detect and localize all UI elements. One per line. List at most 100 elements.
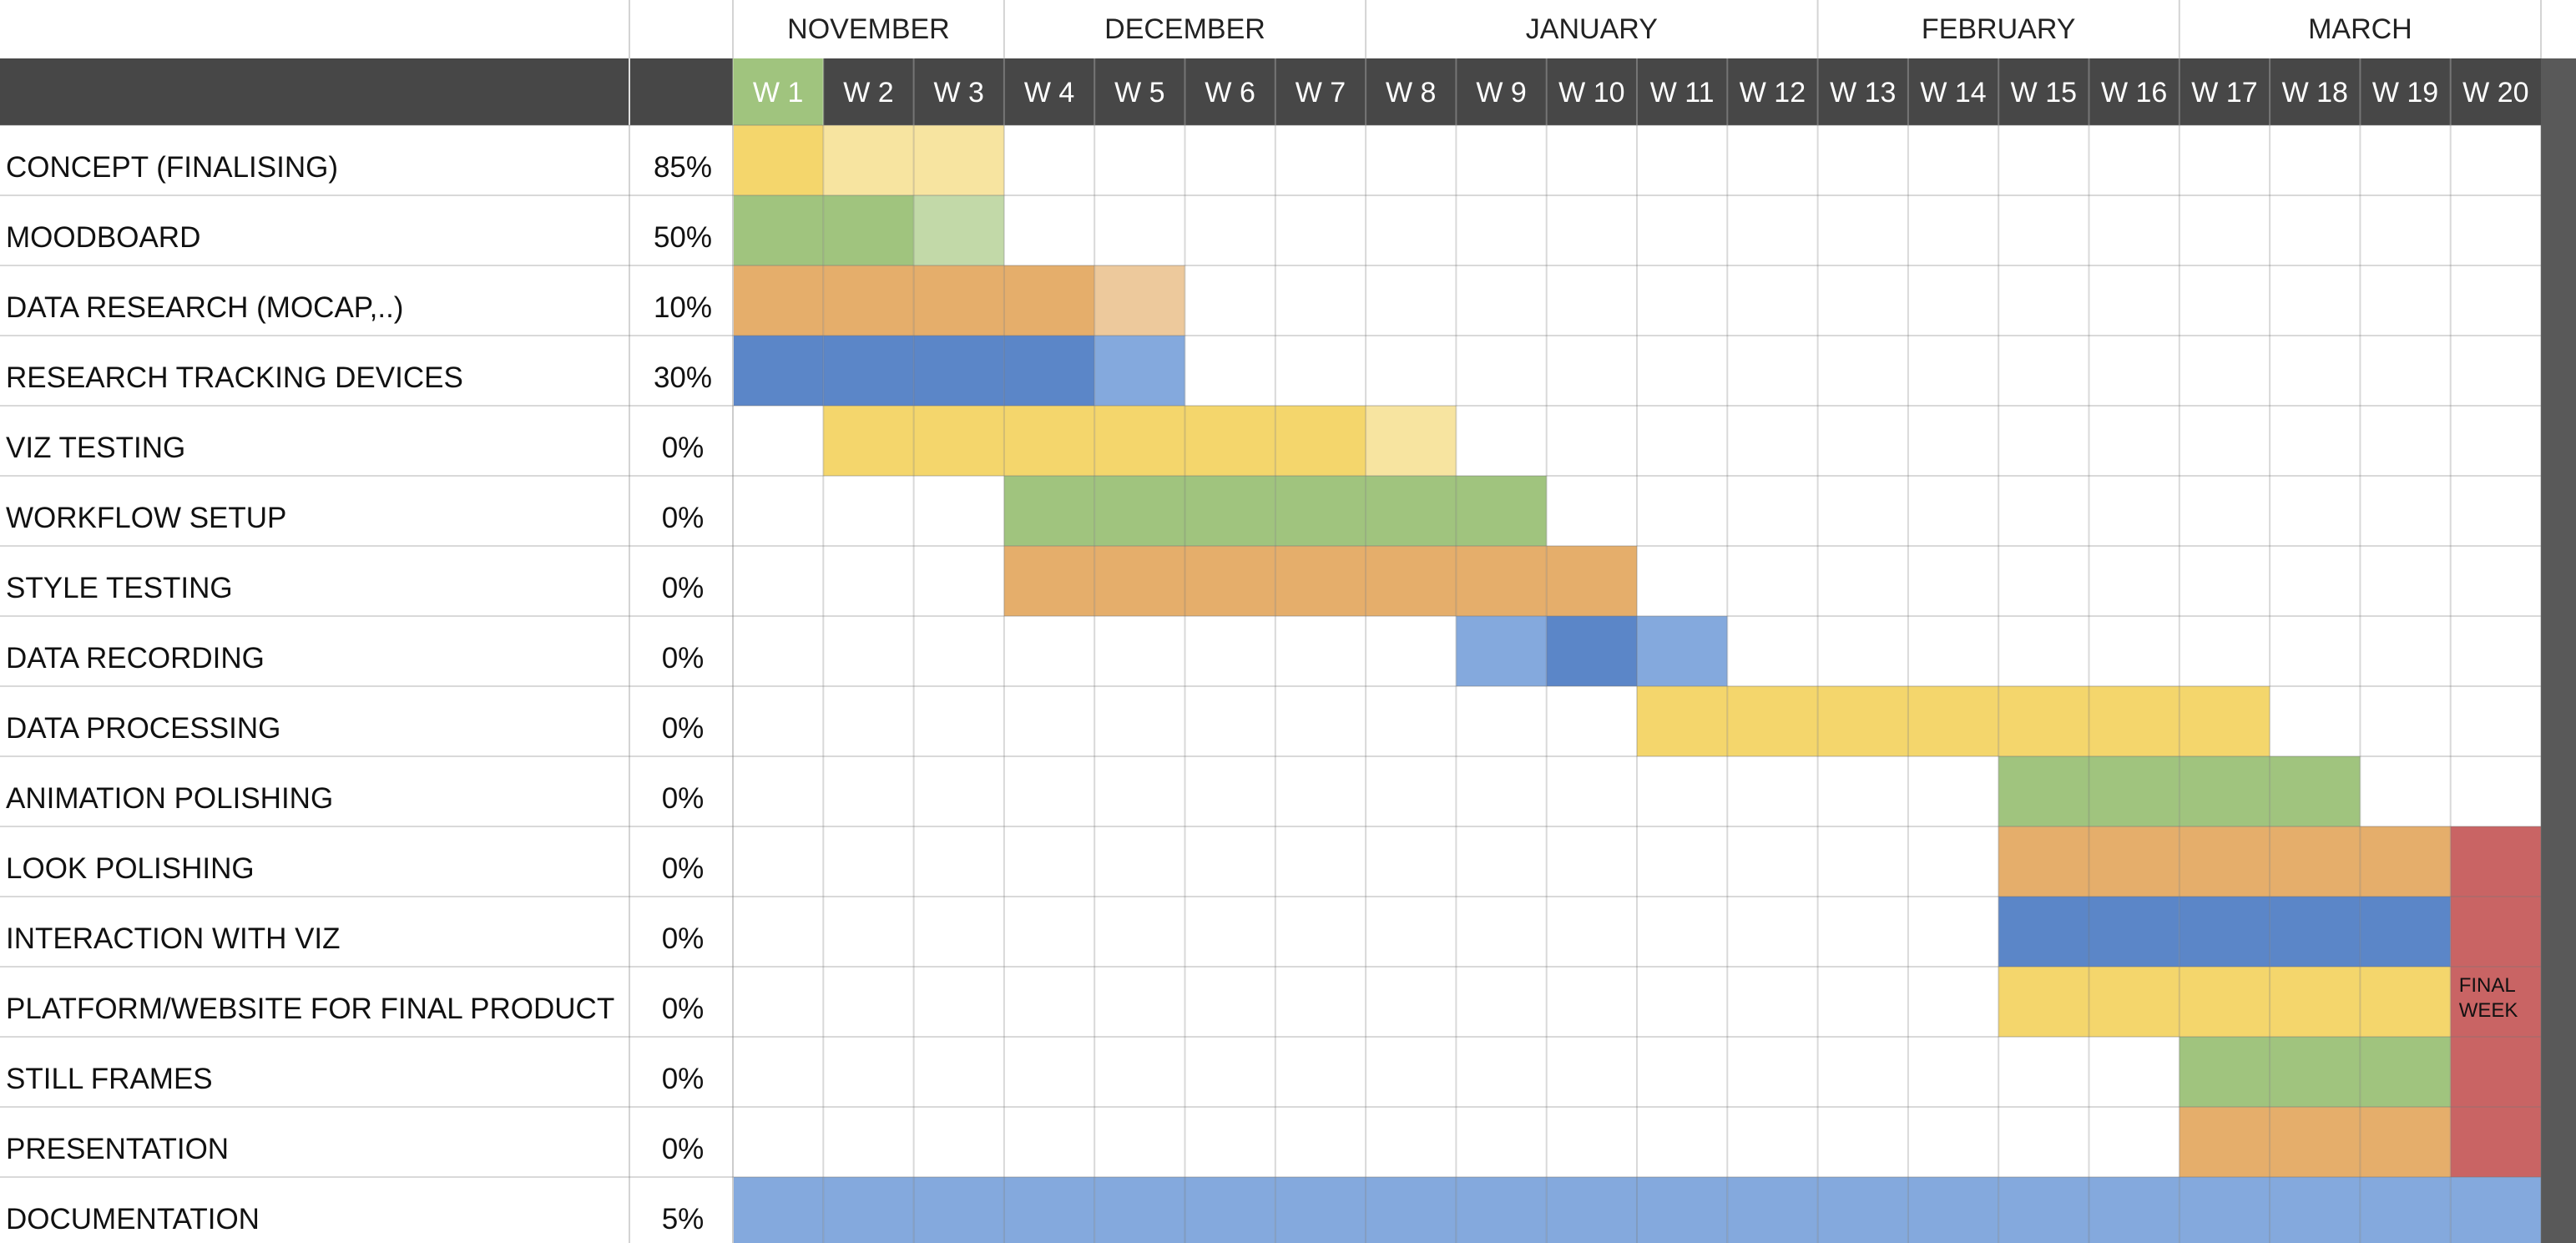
task-name: STILL FRAMES: [6, 1063, 213, 1095]
bar-cell-12-w16: [2089, 897, 2179, 967]
bar-cell-8-w9: [1456, 616, 1547, 686]
bar-cell-16-w4: [1003, 1177, 1095, 1243]
bar-cell-12-w18: [2270, 897, 2361, 967]
task-percent: 0%: [662, 642, 705, 675]
bar-cell-13-w19: [2360, 967, 2451, 1037]
bar-cell-9-w12: [1727, 686, 1818, 756]
task-name: STYLE TESTING: [6, 572, 233, 604]
task-name: WORKFLOW SETUP: [6, 502, 286, 534]
final-week-label: FINAL: [2459, 974, 2516, 997]
bar-cell-3-w5: [1094, 265, 1185, 336]
bar-cell-10-w18: [2270, 756, 2361, 826]
bar-cell-14-w19: [2360, 1037, 2451, 1107]
bar-cell-4-w1: [733, 336, 824, 406]
task-percent: 30%: [654, 361, 712, 394]
bar-cell-6-w5: [1094, 476, 1185, 546]
bar-cell-16-w12: [1727, 1177, 1818, 1243]
bar-cell-16-w14: [1907, 1177, 1999, 1243]
task-percent: 0%: [662, 852, 705, 885]
bar-cell-8-w11: [1637, 616, 1728, 686]
bar-cell-11-w19: [2360, 826, 2451, 897]
bar-cell-16-w5: [1094, 1177, 1185, 1243]
week-label: W 20: [2462, 77, 2528, 109]
bar-cell-4-w5: [1094, 336, 1185, 406]
bar-cell-4-w2: [823, 336, 914, 406]
week-label: W 7: [1296, 77, 1346, 109]
bar-cell-15-w19: [2360, 1107, 2451, 1177]
bar-cell-16-w17: [2179, 1177, 2270, 1243]
week-label: W 14: [1920, 77, 1986, 109]
bar-cell-16-w6: [1184, 1177, 1275, 1243]
bar-cell-11-w17: [2179, 826, 2270, 897]
bar-cell-9-w16: [2089, 686, 2179, 756]
bar-cell-16-w13: [1817, 1177, 1908, 1243]
bar-cell-15-w18: [2270, 1107, 2361, 1177]
bar-cell-4-w4: [1003, 336, 1095, 406]
bar-cell-16-w9: [1456, 1177, 1547, 1243]
task-name: MOODBOARD: [6, 221, 200, 254]
month-label: JANUARY: [1526, 13, 1658, 45]
bar-cell-10-w16: [2089, 756, 2179, 826]
bar-cell-9-w15: [1998, 686, 2089, 756]
task-percent: 0%: [662, 922, 705, 955]
bar-cell-16-w11: [1637, 1177, 1728, 1243]
week-label: W 12: [1740, 77, 1806, 109]
task-name: LOOK POLISHING: [6, 852, 255, 885]
bar-cell-15-w17: [2179, 1107, 2270, 1177]
bar-cell-1-w2: [823, 125, 914, 195]
current-week-highlight: [733, 58, 824, 125]
final-week-label: WEEK: [2459, 999, 2518, 1022]
bar-cell-3-w2: [823, 265, 914, 336]
week-label: W 18: [2282, 77, 2348, 109]
task-name: INTERACTION WITH VIZ: [6, 922, 341, 955]
bar-cell-12-w15: [1998, 897, 2089, 967]
week-header-band: [0, 58, 2576, 125]
week-label: W 13: [1830, 77, 1896, 109]
bar-cell-16-w10: [1546, 1177, 1637, 1243]
task-name: DATA PROCESSING: [6, 712, 280, 745]
bar-cell-6-w7: [1275, 476, 1366, 546]
bar-cell-14-w17: [2179, 1037, 2270, 1107]
task-percent: 5%: [662, 1203, 705, 1235]
bar-cell-9-w17: [2179, 686, 2270, 756]
bar-cell-13-w15: [1998, 967, 2089, 1037]
bar-cell-5-w6: [1184, 406, 1275, 476]
month-label: DECEMBER: [1104, 13, 1265, 45]
bar-cell-7-w8: [1366, 546, 1457, 616]
week-label: W 3: [934, 77, 984, 109]
bar-cell-10-w15: [1998, 756, 2089, 826]
bar-cell-9-w14: [1907, 686, 1999, 756]
bar-cell-6-w4: [1003, 476, 1095, 546]
week-label: W 19: [2372, 77, 2438, 109]
bar-cell-6-w6: [1184, 476, 1275, 546]
month-label: MARCH: [2308, 13, 2412, 45]
bar-cell-12-w19: [2360, 897, 2451, 967]
bar-cell-5-w2: [823, 406, 914, 476]
task-name: DOCUMENTATION: [6, 1203, 260, 1235]
bar-cell-7-w9: [1456, 546, 1547, 616]
task-percent: 0%: [662, 502, 705, 534]
bar-cell-3-w1: [733, 265, 824, 336]
bar-cell-16-w7: [1275, 1177, 1366, 1243]
bar-cell-16-w2: [823, 1177, 914, 1243]
week-label: W 16: [2101, 77, 2167, 109]
bar-cell-7-w5: [1094, 546, 1185, 616]
bar-cell-7-w10: [1546, 546, 1637, 616]
task-percent: 0%: [662, 1133, 705, 1165]
week-label: W 17: [2191, 77, 2257, 109]
bar-cell-3-w3: [913, 265, 1004, 336]
bar-cell-13-w18: [2270, 967, 2361, 1037]
bar-cell-11-w18: [2270, 826, 2361, 897]
month-label: NOVEMBER: [787, 13, 950, 45]
bar-cell-5-w5: [1094, 406, 1185, 476]
week-label: W 15: [2011, 77, 2077, 109]
task-percent: 10%: [654, 291, 712, 324]
task-percent: 85%: [654, 151, 712, 184]
bar-cell-11-w15: [1998, 826, 2089, 897]
bar-cell-2-w1: [733, 195, 824, 265]
week-label: W 9: [1476, 77, 1526, 109]
final-week-block: [2450, 826, 2541, 1177]
bar-cell-3-w4: [1003, 265, 1095, 336]
bar-cell-6-w9: [1456, 476, 1547, 546]
